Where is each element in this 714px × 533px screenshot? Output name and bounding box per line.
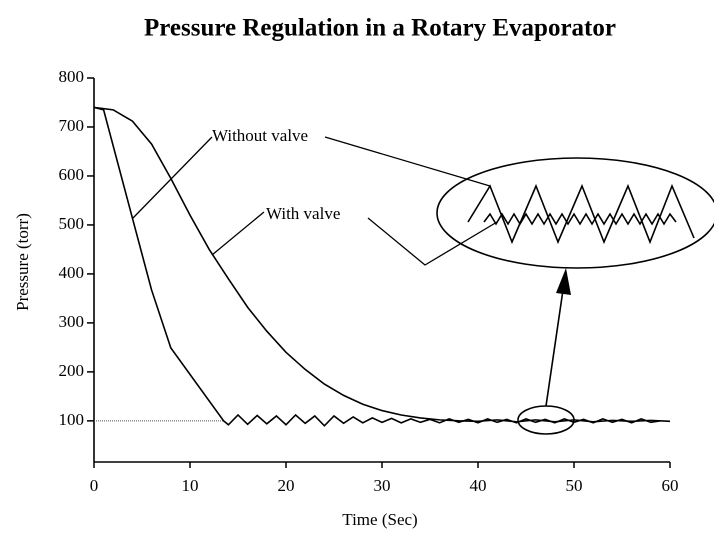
- zoom-arrow: [545, 289, 564, 407]
- y-axis-label: Pressure (torr): [13, 213, 32, 311]
- zoom-arrowhead: [556, 268, 571, 295]
- line-series: [93, 106, 671, 423]
- inset: [436, 157, 714, 435]
- x-axis-label: Time (Sec): [342, 510, 417, 529]
- x-tick-label: 40: [470, 476, 487, 495]
- x-tick-label: 50: [566, 476, 583, 495]
- annotation: Without valve: [212, 126, 308, 145]
- leader-line: [367, 217, 498, 266]
- x-tick-label: 60: [662, 476, 679, 495]
- leader-lines: [132, 136, 498, 266]
- annotation: With valve: [266, 204, 340, 223]
- y-tick-label: 800: [59, 67, 85, 86]
- leader-line: [324, 136, 491, 187]
- chart-title: Pressure Regulation in a Rotary Evaporat…: [144, 15, 616, 42]
- y-tick-label: 200: [59, 361, 85, 380]
- leader-line: [211, 211, 265, 256]
- inset-zigzag-large: [467, 183, 695, 245]
- y-tick-label: 500: [59, 214, 85, 233]
- inset-zigzag-small: [483, 212, 677, 226]
- y-tick-label: 700: [59, 116, 85, 135]
- x-tick-label: 10: [182, 476, 199, 495]
- y-tick-label: 600: [59, 165, 85, 184]
- x-tick-label: 20: [278, 476, 295, 495]
- line-series: [93, 106, 661, 427]
- x-tick-label: 30: [374, 476, 391, 495]
- y-tick-label: 300: [59, 312, 85, 331]
- x-tick-label: 0: [90, 476, 99, 495]
- inset-ellipse: [436, 157, 714, 269]
- y-tick-label: 100: [59, 410, 85, 429]
- leader-line: [132, 136, 213, 219]
- y-tick-label: 400: [59, 263, 85, 282]
